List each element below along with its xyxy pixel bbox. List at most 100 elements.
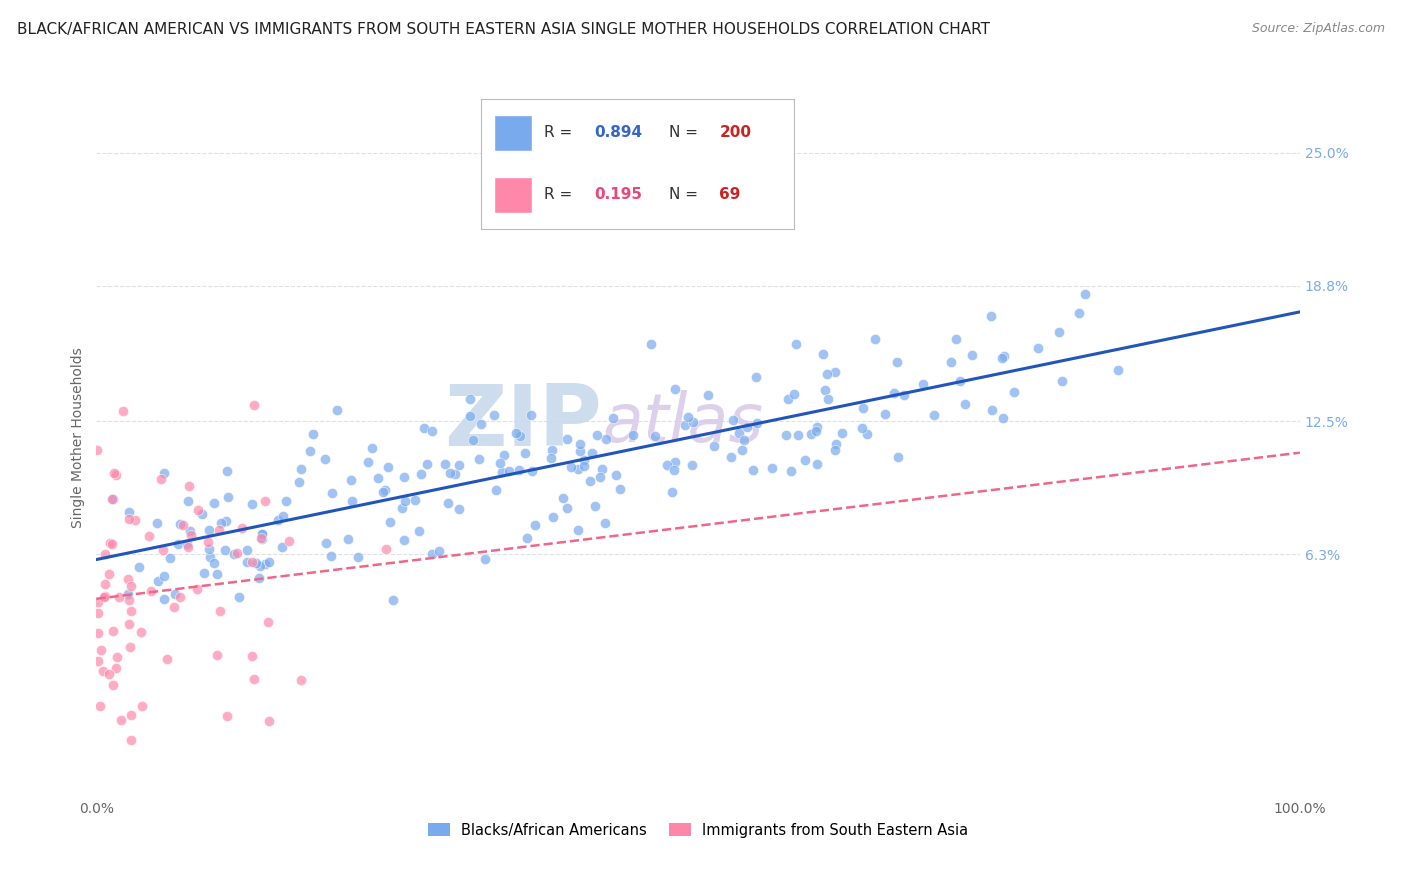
Point (509, 428, 531, 442)
Point (124, 512, 146, 526)
Point (572, 452, 595, 467)
Point (243, 398, 266, 412)
Point (361, 441, 384, 455)
Point (153, 569, 176, 583)
Point (357, 455, 380, 469)
Point (391, 500, 413, 515)
Point (696, 388, 718, 402)
Point (302, 426, 325, 441)
Point (94, 547, 117, 561)
Point (94, 577, 117, 591)
Point (567, 524, 589, 538)
Point (242, 555, 264, 569)
Point (378, 515, 401, 529)
Point (664, 455, 686, 469)
Point (197, 535, 219, 549)
Point (314, 451, 336, 466)
Point (257, 555, 280, 569)
Point (94, 589, 117, 603)
Point (591, 462, 613, 476)
Point (89, 699, 111, 714)
Point (202, 556, 225, 570)
Point (290, 673, 312, 688)
Point (222, 547, 245, 561)
Point (250, 526, 273, 541)
Text: atlas: atlas (602, 390, 763, 456)
Point (104, 661, 127, 675)
Point (793, 453, 815, 467)
Point (176, 494, 198, 508)
Point (586, 428, 609, 442)
Legend: Blacks/African Americans, Immigrants from South Eastern Asia: Blacks/African Americans, Immigrants fro… (422, 817, 974, 844)
Point (337, 533, 360, 547)
Text: BLACK/AFRICAN AMERICAN VS IMMIGRANTS FROM SOUTH EASTERN ASIA SINGLE MOTHER HOUSE: BLACK/AFRICAN AMERICAN VS IMMIGRANTS FRO… (17, 22, 990, 37)
Point (945, 332, 967, 346)
Point (138, 529, 160, 543)
Point (520, 464, 543, 478)
Point (163, 599, 186, 614)
Point (991, 411, 1014, 425)
Point (498, 464, 520, 478)
Point (817, 392, 839, 407)
Point (315, 536, 337, 550)
Point (516, 532, 538, 546)
Point (120, 604, 142, 618)
Point (568, 444, 591, 458)
Point (198, 549, 221, 564)
Point (855, 427, 877, 442)
Point (980, 309, 1002, 323)
Point (887, 450, 910, 464)
Point (824, 443, 846, 458)
Text: Source: ZipAtlas.com: Source: ZipAtlas.com (1251, 22, 1385, 36)
Point (953, 397, 976, 411)
Point (198, 523, 221, 537)
Point (733, 433, 755, 447)
Point (524, 517, 547, 532)
Point (176, 537, 198, 551)
Point (505, 425, 527, 440)
Point (492, 448, 515, 462)
Point (422, 424, 444, 438)
Point (101, 678, 124, 692)
Point (433, 457, 456, 471)
Point (250, 532, 273, 546)
Y-axis label: Single Mother Households: Single Mother Households (72, 347, 86, 528)
Point (1002, 384, 1025, 399)
Point (271, 509, 294, 524)
Point (444, 467, 467, 481)
Point (141, 584, 163, 599)
Point (321, 485, 343, 500)
Point (166, 537, 188, 551)
Point (673, 418, 696, 433)
Point (811, 346, 834, 360)
Point (103, 466, 125, 480)
Point (128, 559, 150, 574)
Point (152, 543, 174, 558)
Point (117, 572, 139, 586)
Point (744, 369, 766, 384)
Point (579, 475, 602, 489)
Point (886, 355, 908, 369)
Point (267, 513, 290, 527)
Point (875, 407, 897, 421)
Point (581, 446, 603, 460)
Point (250, 527, 273, 541)
Point (231, 521, 253, 535)
Point (214, 543, 236, 558)
Point (101, 492, 124, 507)
Point (1067, 306, 1090, 320)
Point (664, 382, 686, 396)
Point (404, 492, 426, 507)
Point (235, 542, 257, 557)
Point (851, 401, 873, 416)
Point (721, 413, 744, 427)
Point (179, 524, 201, 539)
Point (461, 434, 484, 448)
Point (93, 591, 115, 605)
Point (703, 439, 725, 453)
Point (484, 483, 506, 498)
Point (621, 428, 644, 442)
Point (340, 473, 363, 487)
Point (865, 332, 887, 346)
Point (149, 472, 172, 486)
